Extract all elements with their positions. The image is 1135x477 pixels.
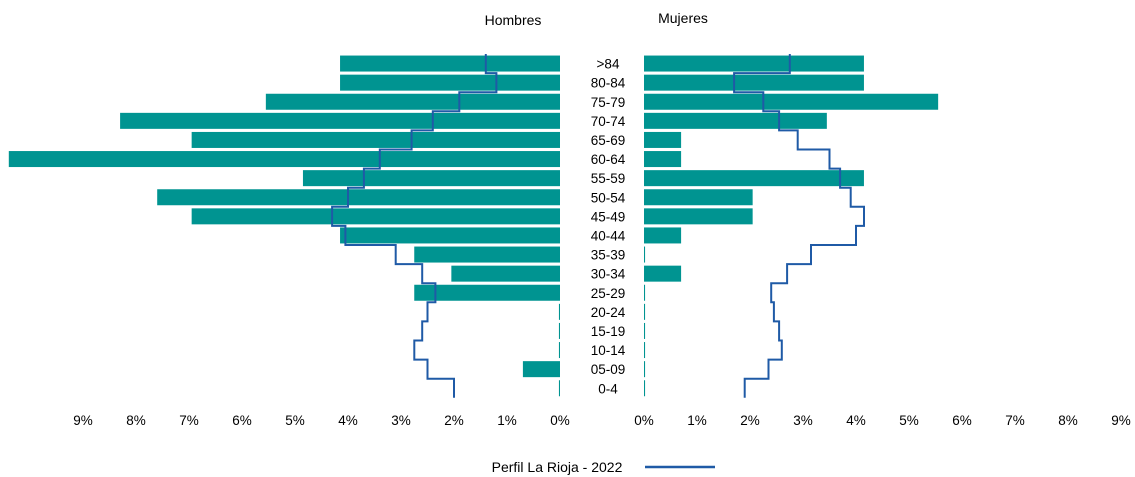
- female-x-tick-label: 7%: [1005, 413, 1025, 428]
- female-bar: [644, 322, 646, 339]
- female-bar: [644, 246, 646, 263]
- female-bar: [644, 265, 682, 282]
- male-x-tick-label: 2%: [444, 413, 464, 428]
- female-x-tick-label: 4%: [846, 413, 866, 428]
- male-bar: [120, 112, 560, 129]
- male-x-tick-label: 9%: [73, 413, 93, 428]
- age-group-label: 05-09: [591, 362, 626, 377]
- male-bar: [265, 93, 560, 110]
- age-group-label: 30-34: [591, 267, 626, 282]
- male-bar: [340, 55, 560, 72]
- age-group-label: 20-24: [591, 305, 626, 320]
- male-bar: [414, 284, 560, 301]
- male-bar: [340, 74, 560, 91]
- female-bar: [644, 342, 646, 359]
- age-group-label: 50-54: [591, 190, 626, 205]
- legend-label: Perfil La Rioja - 2022: [492, 459, 623, 475]
- male-bar: [340, 227, 560, 244]
- male-bars: [8, 55, 561, 397]
- x-axis-ticks: 0% 0% 1% 1% 2% 2% 3% 3% 4% 4% 5% 5% 6% 6% 7% 7% 8% 8% 9% 9%: [73, 413, 1131, 428]
- age-group-label: 10-14: [591, 343, 626, 358]
- male-x-tick-label: 0%: [550, 413, 570, 428]
- male-x-tick-label: 5%: [285, 413, 305, 428]
- female-x-tick-label: 1%: [687, 413, 707, 428]
- age-group-label: 65-69: [591, 133, 626, 148]
- age-group-label: 55-59: [591, 171, 626, 186]
- age-group-label: 80-84: [591, 76, 626, 91]
- female-bar: [644, 380, 646, 397]
- female-bar: [644, 170, 864, 187]
- female-bar: [644, 55, 864, 72]
- age-group-label: 25-29: [591, 286, 626, 301]
- male-x-tick-label: 6%: [232, 413, 252, 428]
- profile-lines: [331, 54, 865, 398]
- male-bar: [414, 246, 560, 263]
- female-bar: [644, 74, 864, 91]
- female-bar: [644, 227, 682, 244]
- male-bar: [558, 380, 560, 397]
- male-bar: [191, 131, 560, 148]
- age-group-label: 45-49: [591, 209, 626, 224]
- female-bar: [644, 303, 646, 320]
- male-profile-line: [331, 54, 498, 398]
- legend: Perfil La Rioja - 2022: [492, 459, 715, 475]
- female-bar: [644, 151, 682, 168]
- female-bar: [644, 208, 753, 225]
- female-x-tick-label: 6%: [952, 413, 972, 428]
- female-bar: [644, 93, 939, 110]
- male-panel-title: Hombres: [485, 12, 542, 28]
- age-group-label: 40-44: [591, 228, 626, 243]
- female-x-tick-label: 5%: [899, 413, 919, 428]
- male-bar: [8, 151, 561, 168]
- age-group-label: >84: [597, 57, 620, 72]
- male-bar: [451, 265, 560, 282]
- age-group-labels: >84 80-84 75-79 70-74 65-69 60-64 55-59 50-54 45…: [591, 57, 626, 397]
- female-x-tick-label: 8%: [1058, 413, 1078, 428]
- male-bar: [558, 303, 560, 320]
- female-bar: [644, 284, 646, 301]
- female-bar: [644, 112, 827, 129]
- male-x-tick-label: 8%: [126, 413, 146, 428]
- age-group-label: 0-4: [598, 381, 618, 396]
- male-x-tick-label: 3%: [391, 413, 411, 428]
- female-bar: [644, 189, 753, 206]
- age-group-label: 15-19: [591, 324, 626, 339]
- age-group-label: 60-64: [591, 152, 626, 167]
- female-bars: [644, 55, 939, 397]
- female-x-tick-label: 9%: [1111, 413, 1131, 428]
- female-x-tick-label: 3%: [793, 413, 813, 428]
- male-x-tick-label: 1%: [497, 413, 517, 428]
- male-bar: [558, 342, 560, 359]
- female-x-tick-label: 2%: [740, 413, 760, 428]
- male-bar: [522, 361, 560, 378]
- female-x-tick-label: 0%: [634, 413, 654, 428]
- female-panel-title: Mujeres: [658, 10, 708, 26]
- male-x-tick-label: 7%: [179, 413, 199, 428]
- female-bar: [644, 361, 646, 378]
- female-profile-line: [733, 54, 865, 398]
- male-bar: [157, 189, 560, 206]
- male-bar: [302, 170, 560, 187]
- age-group-label: 75-79: [591, 95, 626, 110]
- age-group-label: 70-74: [591, 114, 626, 129]
- male-x-tick-label: 4%: [338, 413, 358, 428]
- male-bar: [191, 208, 560, 225]
- female-bar: [644, 131, 682, 148]
- male-bar: [558, 322, 560, 339]
- age-group-label: 35-39: [591, 248, 626, 263]
